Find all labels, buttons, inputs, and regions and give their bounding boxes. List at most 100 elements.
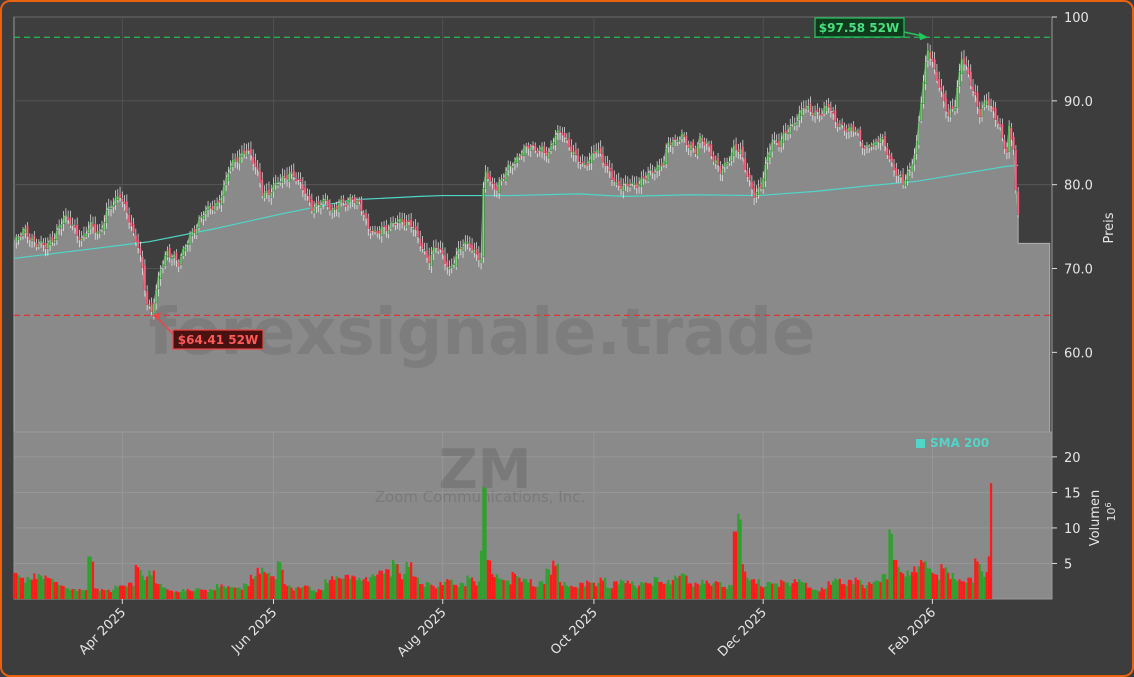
volume-bar	[974, 558, 977, 599]
candle-body	[877, 139, 880, 142]
candle-body	[536, 151, 539, 154]
volume-bar	[633, 585, 636, 599]
volume-bar	[674, 575, 677, 599]
volume-bar	[592, 582, 596, 599]
volume-bar	[516, 576, 519, 599]
x-tick-label: Jun 2025	[228, 605, 280, 657]
volume-bar	[446, 579, 449, 599]
candle-body	[705, 141, 708, 144]
volume-bar	[581, 582, 584, 599]
candle-body	[956, 87, 959, 108]
candle-body	[922, 81, 925, 104]
candle-body	[879, 137, 882, 143]
volume-bar	[209, 589, 212, 599]
volume-bar	[604, 577, 607, 599]
volume-bar	[107, 589, 110, 599]
volume-bar	[617, 584, 620, 599]
candle-body	[658, 164, 661, 170]
volume-bar	[901, 573, 905, 599]
candle-body	[901, 173, 905, 185]
volume-bar	[44, 575, 47, 599]
volume-bar	[324, 579, 327, 599]
volume-bar	[448, 580, 451, 599]
volume-bar	[322, 590, 325, 599]
high-52w-box	[814, 17, 905, 38]
volume-bar	[202, 589, 205, 599]
volume-bar	[30, 579, 34, 599]
candle-body	[94, 223, 97, 233]
volume-bar	[457, 586, 460, 599]
candle-body	[588, 159, 591, 164]
volume-bar	[685, 575, 688, 599]
volume-panel	[13, 431, 1053, 600]
volume-bar	[157, 584, 160, 599]
volume-bar	[568, 586, 571, 599]
volume-bar	[935, 574, 939, 599]
candle-body	[315, 202, 318, 207]
volume-bar	[734, 531, 738, 599]
volume-bar	[67, 588, 70, 599]
candle-body	[929, 51, 932, 59]
candle-body	[549, 145, 553, 151]
volume-bar	[861, 584, 864, 599]
candle-body	[121, 198, 124, 202]
volume-bar	[631, 581, 634, 599]
candle-body	[274, 182, 277, 185]
candle-body	[283, 176, 286, 178]
candlesticks	[15, 42, 1020, 320]
volume-bar	[188, 590, 192, 599]
volume-bar	[340, 578, 343, 599]
volume-bar	[892, 559, 896, 599]
candle-body	[518, 156, 521, 158]
volume-bar	[601, 580, 605, 599]
candle-body	[843, 126, 846, 131]
volume-bar	[391, 559, 395, 599]
volume-bar	[414, 576, 417, 599]
candle-body	[394, 223, 397, 226]
candle-body	[619, 184, 623, 189]
candle-body	[915, 141, 918, 154]
candle-body	[739, 148, 742, 154]
legend-label-sma: SMA 200	[930, 436, 989, 450]
volume-bar	[276, 561, 280, 599]
volume-bar	[243, 583, 246, 599]
volume-bar	[619, 579, 623, 599]
candle-body	[938, 78, 941, 88]
candle-body	[500, 178, 503, 182]
volume-bar	[944, 567, 948, 599]
candle-body	[646, 172, 650, 181]
candle-body	[139, 247, 142, 256]
candle-body	[870, 145, 873, 147]
volume-bar	[683, 573, 686, 599]
volume-bar	[355, 580, 359, 599]
candle-body	[263, 192, 266, 198]
volume-bar	[272, 576, 275, 599]
candle-body	[832, 112, 835, 114]
candle-body	[166, 250, 169, 258]
volume-bar	[279, 562, 282, 599]
candle-body	[890, 157, 893, 162]
candle-body	[333, 207, 336, 210]
candle-body	[753, 187, 756, 198]
volume-bar	[538, 581, 541, 599]
candle-body	[130, 221, 133, 227]
x-axis: Apr 2025 Jun 2025 Aug 2025 Oct 2025 Dec 2025…	[76, 599, 939, 660]
volume-bar	[725, 588, 729, 599]
candle-body	[716, 157, 720, 165]
volume-bar	[513, 573, 517, 599]
candle-body	[606, 163, 609, 166]
volume-bar	[577, 588, 580, 599]
volume-bar	[200, 589, 203, 599]
volume-bar	[265, 573, 268, 599]
volume-bar	[464, 586, 467, 599]
candle-body	[416, 229, 420, 237]
candle-body	[613, 177, 616, 182]
candle-body	[310, 199, 313, 211]
candle-body	[155, 289, 158, 304]
candle-body	[407, 220, 410, 222]
volume-bar	[590, 582, 593, 599]
candle-body	[495, 186, 498, 191]
volume-bar	[642, 583, 645, 599]
candle-body	[49, 239, 52, 245]
candle-body	[267, 188, 271, 195]
